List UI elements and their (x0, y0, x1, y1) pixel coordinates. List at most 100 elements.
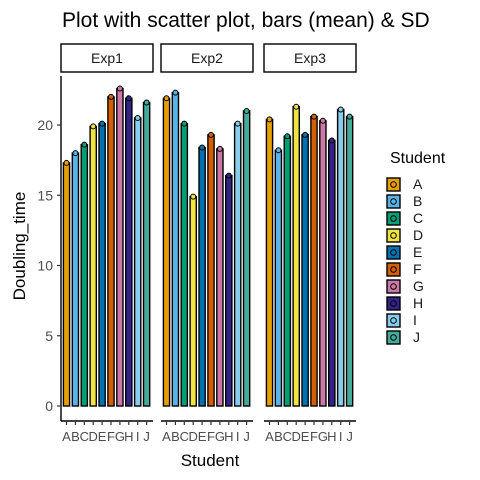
x-tick-label: A (265, 429, 274, 444)
facet-strip (160, 43, 254, 73)
bar (189, 195, 198, 407)
data-point (99, 120, 106, 127)
facet-exp2: Exp2 A B C D E F G H I J (160, 43, 254, 444)
legend-entry-e: E (386, 244, 422, 260)
legend-key-point (390, 266, 397, 273)
bar (180, 122, 189, 407)
chart-title: Plot with scatter plot, bars (mean) & SD (62, 9, 430, 32)
y-tick-label: 20 (37, 117, 53, 133)
bar (283, 135, 292, 407)
bar (336, 108, 345, 407)
legend-label: C (413, 210, 423, 226)
data-point (284, 133, 291, 140)
legend-key-point (390, 249, 397, 256)
x-tick-label: E (198, 429, 207, 444)
x-tick-label: H (124, 429, 133, 444)
legend-key-point (390, 198, 397, 205)
legend-entry-h: H (386, 295, 423, 311)
legend-label: D (413, 227, 423, 243)
data-point (163, 95, 170, 102)
legend-label: B (413, 193, 422, 209)
legend-entry-j: J (386, 329, 420, 345)
bar (133, 117, 142, 407)
x-tick-label: E (301, 429, 310, 444)
data-point (125, 95, 132, 102)
x-tick-label: J (243, 429, 250, 444)
x-tick-label: G (115, 429, 125, 444)
data-point (108, 93, 114, 100)
data-point (181, 120, 188, 127)
data-point (266, 116, 273, 123)
data-point (319, 117, 326, 124)
data-point (216, 145, 223, 152)
legend-key-point (390, 300, 397, 307)
x-tick-label: I (339, 429, 343, 444)
legend-entry-g: G (386, 278, 424, 294)
data-point (302, 131, 309, 138)
bar (207, 134, 215, 407)
bar (301, 134, 309, 407)
bar (107, 96, 115, 407)
legend-entry-b: B (386, 193, 422, 209)
x-tick-label: F (107, 429, 115, 444)
x-tick-label: J (143, 429, 150, 444)
facet-exp3: Exp3 A B C D E F G H I J (263, 43, 357, 444)
bar (319, 120, 327, 407)
data-point (243, 107, 250, 114)
facet-exp1: Exp1 A B C D E F G H I J (60, 43, 154, 444)
x-tick-label: C (180, 429, 189, 444)
bar (71, 152, 80, 407)
data-point (190, 193, 197, 200)
x-tick-label: A (162, 429, 171, 444)
legend-label: H (413, 295, 423, 311)
facet-strip-label: Exp3 (294, 50, 326, 66)
legend-label: E (413, 244, 422, 260)
legend-label: I (413, 312, 417, 328)
bar (328, 139, 336, 407)
y-axis: 0 5 10 15 20 (37, 76, 62, 421)
facet-strip-label: Exp2 (191, 50, 223, 66)
x-tick-label: E (98, 429, 107, 444)
x-tick-label: G (318, 429, 328, 444)
y-tick-label: 5 (45, 328, 53, 344)
bar (171, 91, 180, 407)
data-point (72, 150, 79, 157)
legend-key-point (390, 181, 397, 188)
facet-strip (60, 43, 154, 73)
bar (162, 97, 171, 407)
x-tick-label: I (136, 429, 140, 444)
legend-key-point (390, 334, 397, 341)
legend-entry-d: D (386, 227, 423, 243)
data-point (328, 137, 335, 144)
bar (89, 125, 97, 407)
legend-key-point (390, 215, 397, 222)
legend-entry-c: C (386, 210, 423, 226)
x-tick-label: I (236, 429, 240, 444)
x-tick-label: H (327, 429, 336, 444)
data-point (225, 172, 232, 179)
x-tick-label: C (80, 429, 89, 444)
bar (116, 87, 124, 407)
data-point (346, 113, 353, 120)
y-tick-label: 10 (37, 258, 53, 274)
x-tick-label: J (346, 429, 353, 444)
legend-label: A (413, 176, 423, 192)
legend-label: J (413, 329, 420, 345)
x-tick-label: B (171, 429, 180, 444)
x-axis-label: Student (181, 451, 240, 470)
y-axis-label: Doubling_time (10, 192, 29, 301)
legend-entry-f: F (386, 261, 422, 277)
y-tick-label: 0 (45, 398, 53, 414)
bar (345, 115, 354, 407)
x-tick-label: C (283, 429, 292, 444)
bar (80, 143, 89, 407)
x-tick-label: D (189, 429, 198, 444)
legend-entry-a: A (386, 176, 423, 192)
legend-label: F (413, 261, 422, 277)
data-point (116, 85, 123, 92)
bar (224, 174, 233, 407)
facet-strip (263, 43, 357, 73)
x-tick-label: G (215, 429, 225, 444)
